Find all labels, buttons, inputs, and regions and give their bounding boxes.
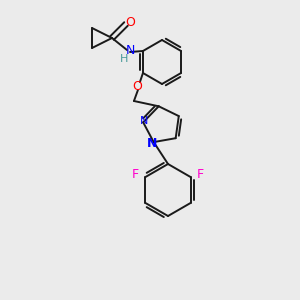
- Text: O: O: [132, 80, 142, 92]
- Text: O: O: [125, 16, 135, 29]
- Text: F: F: [132, 169, 139, 182]
- Text: N: N: [146, 136, 157, 150]
- Text: N: N: [125, 44, 135, 58]
- Text: H: H: [120, 54, 128, 64]
- Text: N: N: [140, 116, 148, 126]
- Text: F: F: [197, 169, 204, 182]
